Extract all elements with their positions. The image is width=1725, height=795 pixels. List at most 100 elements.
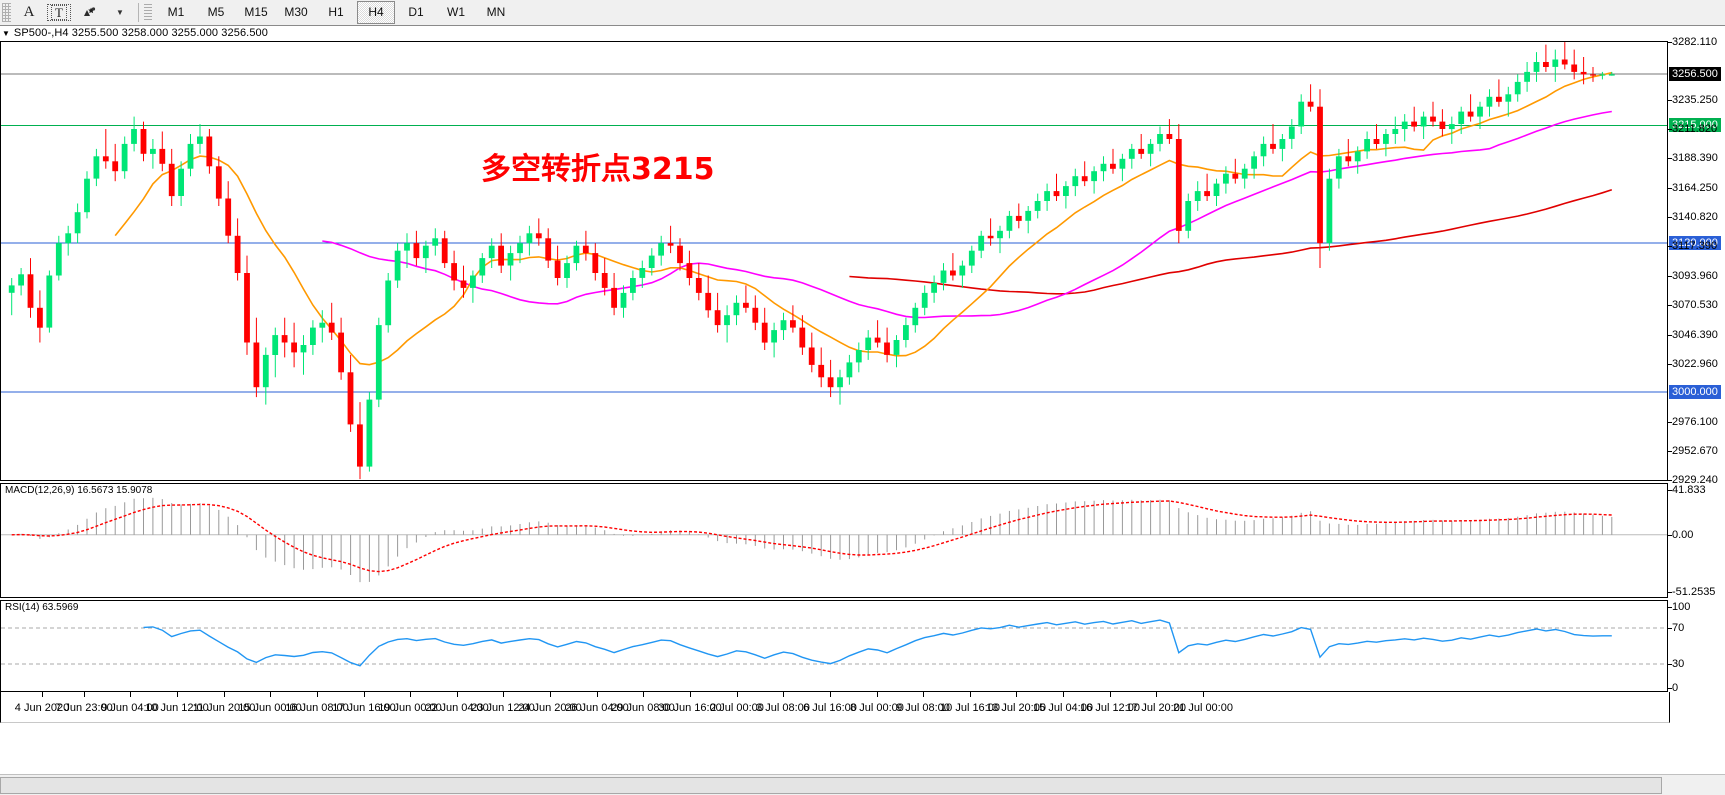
time-axis-tick — [42, 692, 43, 697]
price-axis-label: 2952.670 — [1672, 444, 1718, 457]
time-axis-label: 13 Jul 20:00 — [986, 702, 1046, 714]
macd-axis-label: 0.00 — [1672, 528, 1694, 541]
price-axis-label: 2976.100 — [1672, 415, 1718, 428]
price-axis-tick — [1668, 217, 1672, 219]
symbol-ohlc-text: SP500-,H4 3255.500 3258.000 3255.000 325… — [13, 27, 268, 39]
price-axis-tick — [1668, 334, 1672, 336]
price-axis-label: 3120.000 — [1669, 236, 1721, 251]
price-axis-label: 3164.250 — [1672, 182, 1718, 195]
time-axis-tick — [130, 692, 131, 697]
time-axis-tick — [877, 692, 878, 697]
rsi-plot-area — [1, 601, 1667, 691]
time-axis-label: 6 Jul 16:00 — [803, 702, 857, 714]
time-axis-label: 4 Jun 2020 — [14, 702, 70, 714]
rsi-axis-tick — [1668, 628, 1672, 629]
price-y-axis-scale[interactable]: 3282.110 3256.500 3235.250 3215.000 3211.820… — [1668, 36, 1725, 486]
price-axis-label: 3235.250 — [1672, 94, 1718, 107]
time-axis-tick — [503, 692, 504, 697]
time-axis-tick — [1016, 692, 1017, 697]
time-axis-tick — [1110, 692, 1111, 697]
objects-dropdown-button[interactable]: ▼ — [105, 1, 133, 24]
price-axis-tick — [1668, 188, 1672, 190]
timeframe-drag-grip-icon[interactable] — [144, 3, 152, 22]
time-axis-label: 29 Jun 08:00 — [611, 702, 675, 714]
macd-axis-tick — [1668, 490, 1672, 491]
timeframe-button-h1[interactable]: H1 — [328, 5, 344, 19]
time-axis-tick — [737, 692, 738, 697]
price-axis-tick — [1668, 42, 1672, 43]
time-axis-label: 16 Jul 12:00 — [1080, 702, 1140, 714]
time-axis-label: 17 Jul 20:00 — [1126, 702, 1186, 714]
price-axis-label: 3046.390 — [1672, 328, 1718, 341]
price-axis-label: 3211.820 — [1672, 123, 1718, 136]
scrollbar-thumb[interactable] — [0, 777, 1662, 794]
time-axis-label: 24 Jun 20:00 — [518, 702, 582, 714]
objects-tool-button[interactable] — [75, 1, 103, 24]
time-axis-label: 23 Jun 12:00 — [471, 702, 535, 714]
price-axis-tick — [1668, 480, 1672, 481]
chevron-down-icon: ▼ — [116, 8, 124, 17]
triangle-down-icon[interactable]: ▼ — [2, 28, 10, 38]
price-chart-pane[interactable]: 多空转折点3215 — [0, 41, 1668, 481]
time-axis-label: 21 Jul 00:00 — [1173, 702, 1233, 714]
timeframe-button-m1[interactable]: M1 — [167, 5, 185, 19]
text-box-tool-button[interactable]: T — [45, 1, 73, 24]
time-axis-label: 17 Jun 16:00 — [332, 702, 396, 714]
macd-axis-tick — [1668, 534, 1672, 536]
timeframe-button-mn[interactable]: MN — [486, 5, 506, 19]
horizontal-scrollbar[interactable] — [0, 774, 1725, 795]
time-axis-tick — [923, 692, 924, 697]
time-axis-tick — [1063, 692, 1064, 697]
price-axis-tick — [1668, 158, 1672, 160]
price-axis-label: 3000.000 — [1669, 385, 1721, 400]
time-axis-label: 7 Jun 23:00 — [55, 702, 113, 714]
time-axis-tick — [597, 692, 598, 697]
time-axis-tick — [224, 692, 225, 697]
time-axis-tick — [1156, 692, 1157, 697]
timeframe-button-m5[interactable]: M5 — [207, 5, 225, 19]
shapes-icon — [83, 7, 95, 16]
letter-a-icon: A — [23, 4, 35, 20]
price-axis-label: 3140.820 — [1672, 211, 1718, 224]
time-axis-tick — [830, 692, 831, 697]
timeframe-button-w1[interactable]: W1 — [447, 5, 465, 19]
price-axis-tick — [1668, 100, 1672, 102]
main-toolbar: A T ▼ M1 M5 M15 M30 H1 H4 D1 W1 MN — [0, 0, 1725, 26]
toolbar-separator — [138, 3, 139, 22]
timeframe-bar: M1 M5 M15 M30 H1 H4 D1 W1 MN — [156, 1, 516, 24]
macd-axis-label: 41.833 — [1672, 484, 1706, 496]
time-axis-tick — [410, 692, 411, 697]
rsi-axis-tick — [1668, 688, 1672, 689]
price-axis-label: 3093.960 — [1672, 269, 1718, 282]
price-axis-label: 3215.000 — [1669, 118, 1721, 133]
rsi-axis-tick — [1668, 607, 1672, 608]
time-axis-tick — [177, 692, 178, 697]
timeframe-button-d1[interactable]: D1 — [408, 5, 424, 19]
price-axis-tick — [1668, 363, 1672, 365]
time-axis-tick — [457, 692, 458, 697]
time-axis-label: 15 Jul 04:00 — [1033, 702, 1093, 714]
time-axis-label: 9 Jul 08:00 — [896, 702, 950, 714]
text-label-tool-button[interactable]: A — [15, 1, 43, 24]
price-axis-tick — [1668, 450, 1672, 452]
price-plot-area[interactable] — [1, 42, 1667, 480]
chart-annotation-text: 多空转折点3215 — [481, 152, 715, 187]
timeframe-button-m15[interactable]: M15 — [244, 5, 268, 19]
rsi-pane[interactable]: RSI(14) 63.5969 — [0, 600, 1668, 692]
time-axis[interactable]: 4 Jun 2020 7 Jun 23:00 9 Jun 04:00 10 Jun 1… — [0, 692, 1670, 723]
price-axis-tick — [1668, 246, 1672, 248]
macd-plot-area — [1, 484, 1667, 597]
time-axis-tick — [550, 692, 551, 697]
timeframe-button-m30[interactable]: M30 — [284, 5, 308, 19]
macd-pane[interactable]: MACD(12,26,9) 16.5673 15.9078 — [0, 483, 1668, 598]
price-axis-tick — [1668, 421, 1672, 423]
time-axis-label: 3 Jul 08:00 — [756, 702, 810, 714]
time-axis-tick — [270, 692, 271, 697]
time-axis-label: 9 Jun 04:00 — [101, 702, 159, 714]
time-axis-label: 19 Jun 00:00 — [378, 702, 442, 714]
rsi-axis-label: 0 — [1672, 682, 1679, 694]
timeframe-button-h4[interactable]: H4 — [357, 1, 395, 24]
price-axis-tick — [1668, 129, 1672, 131]
macd-axis-label: -51.2535 — [1672, 586, 1716, 598]
toolbar-drag-grip-icon[interactable] — [2, 3, 11, 22]
